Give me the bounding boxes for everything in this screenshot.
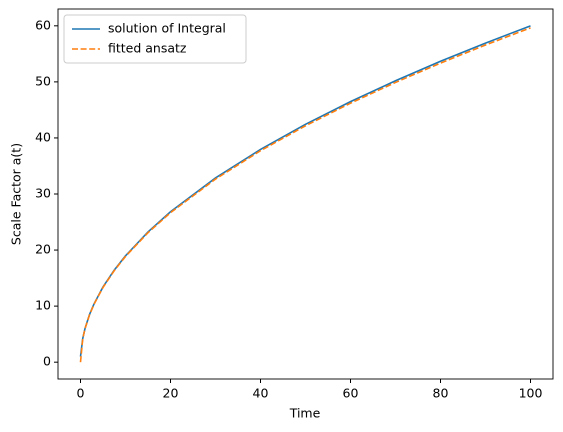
y-tick-label: 10: [35, 298, 51, 313]
y-tick-label: 30: [35, 186, 51, 201]
x-tick-label: 80: [433, 386, 449, 401]
y-tick-label: 20: [35, 242, 51, 257]
x-tick-label: 20: [163, 386, 179, 401]
x-tick-label: 60: [343, 386, 359, 401]
x-tick-label: 40: [253, 386, 269, 401]
plot-frame: [57, 8, 554, 380]
x-tick-label: 100: [519, 386, 543, 401]
line: [79, 27, 531, 363]
x-tick-label: 0: [77, 386, 85, 401]
y-axis-label: Scale Factor a(t): [9, 143, 24, 245]
legend-label: solution of Integral: [108, 21, 226, 36]
y-tick-label: 60: [35, 17, 51, 32]
y-tick-label: 50: [35, 73, 51, 88]
legend-label: fitted ansatz: [108, 41, 187, 56]
y-tick-label: 0: [43, 354, 51, 369]
line: [79, 25, 531, 357]
legend-box: [63, 14, 247, 64]
y-tick-label: 40: [35, 129, 51, 144]
x-axis-label: Time: [289, 406, 321, 421]
